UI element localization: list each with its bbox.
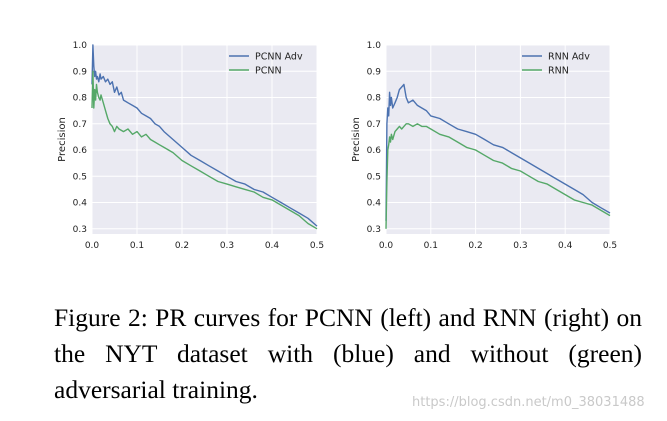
legend-label-1: PCNN Adv	[255, 52, 303, 63]
y-tick-label: 0.3	[73, 225, 87, 235]
y-tick-label: 0.7	[73, 120, 87, 130]
y-tick-label: 0.7	[367, 120, 381, 130]
y-tick-label: 0.9	[367, 67, 382, 77]
y-tick-label: 0.9	[73, 67, 88, 77]
y-tick-label: 1.0	[73, 41, 88, 51]
x-tick-label: 0.5	[310, 241, 324, 251]
y-tick-label: 0.3	[367, 225, 381, 235]
series-line-2	[91, 70, 318, 230]
watermark: https://blog.csdn.net/m0_38031488	[412, 395, 645, 410]
y-tick-label: 0.4	[73, 199, 88, 209]
y-axis-label: Precision	[351, 117, 362, 162]
figure-charts: 0.0 0.1 0.2 0.3 0.4 0.5 0.3 0.4 0.5 0.6 0.7 0.8 0.9 1…	[57, 41, 617, 251]
x-tick-label: 0.4	[558, 241, 573, 251]
y-tick-label: 1.0	[367, 41, 382, 51]
series-line-2	[385, 123, 611, 229]
y-tick-label: 0.4	[367, 199, 382, 209]
x-tick-label: 0.2	[175, 241, 189, 251]
series-line-1	[91, 44, 318, 227]
x-tick-label: 0.0	[379, 241, 394, 251]
x-tick-label: 0.1	[424, 241, 438, 251]
x-tick-label: 0.3	[513, 241, 527, 251]
x-tick-label: 0.2	[468, 241, 482, 251]
legend-label-2: PCNN	[255, 66, 282, 77]
figure-caption: Figure 2: PR curves for PCNN (left) and …	[54, 303, 642, 404]
series-line-1	[385, 83, 611, 221]
x-tick-label: 0.0	[85, 241, 100, 251]
legend-label-1: RNN Adv	[548, 52, 590, 63]
y-axis-label: Precision	[57, 117, 68, 162]
chart-panel-2: 0.0 0.1 0.2 0.3 0.4 0.5 0.3 0.4 0.5 0.6 0.7 0.8 0.9 1…	[351, 41, 617, 251]
x-tick-label: 0.3	[220, 241, 234, 251]
y-tick-label: 0.5	[73, 172, 87, 182]
y-tick-label: 0.8	[367, 94, 382, 104]
y-tick-label: 0.5	[367, 172, 381, 182]
legend-label-2: RNN	[548, 66, 569, 77]
x-tick-label: 0.1	[130, 241, 144, 251]
chart-panel-1: 0.0 0.1 0.2 0.3 0.4 0.5 0.3 0.4 0.5 0.6 0.7 0.8 0.9 1…	[57, 41, 324, 251]
x-tick-label: 0.4	[265, 241, 280, 251]
plot-background	[386, 45, 610, 234]
y-tick-label: 0.6	[73, 146, 88, 156]
y-tick-label: 0.6	[367, 146, 382, 156]
y-tick-label: 0.8	[73, 94, 88, 104]
x-tick-label: 0.5	[603, 241, 617, 251]
